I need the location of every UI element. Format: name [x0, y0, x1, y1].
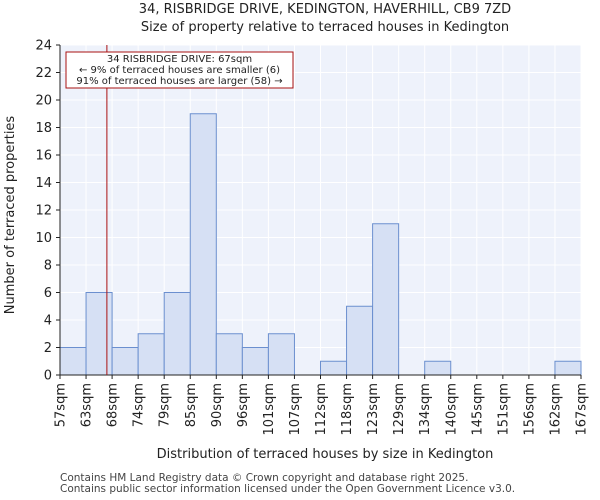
x-tick-label-2: 68sqm — [106, 383, 121, 427]
x-tick-label-20: 167sqm — [575, 383, 590, 436]
x-tick-label-17: 151sqm — [496, 383, 511, 436]
annotation-line-0: 34 RISBRIDGE DRIVE: 67sqm — [107, 54, 252, 65]
bar-14 — [424, 360, 452, 376]
bar-0 — [59, 347, 87, 376]
bar-2 — [111, 347, 139, 376]
y-tick-label-4: 8 — [44, 259, 52, 274]
x-tick-label-7: 96sqm — [236, 383, 251, 427]
y-tick-label-8: 16 — [35, 149, 52, 164]
bar-10 — [320, 360, 348, 376]
y-axis-label: Number of terraced properties — [3, 116, 18, 315]
bar-3 — [137, 333, 165, 376]
y-tick-label-10: 20 — [35, 94, 52, 109]
x-tick-label-3: 74sqm — [132, 383, 147, 427]
x-tick-label-19: 162sqm — [548, 383, 563, 436]
y-tick-label-2: 4 — [44, 314, 52, 329]
bar-12 — [372, 223, 400, 376]
x-tick-label-14: 134sqm — [418, 383, 433, 436]
bar-7 — [241, 347, 269, 376]
annotation-line-2: 91% of terraced houses are larger (58) → — [76, 76, 282, 87]
y-tick-label-9: 18 — [35, 121, 52, 136]
annotation-box — [65, 51, 294, 89]
x-tick-label-0: 57sqm — [54, 383, 69, 427]
x-tick-label-16: 145sqm — [470, 383, 485, 436]
footer-line-2: Contains public sector information licen… — [60, 483, 516, 495]
x-tick-label-15: 140sqm — [444, 383, 459, 436]
y-tick-label-3: 6 — [44, 286, 52, 301]
x-tick-label-4: 79sqm — [158, 383, 173, 427]
chart-subtitle: Size of property relative to terraced ho… — [141, 20, 509, 35]
x-axis-label: Distribution of terraced houses by size … — [157, 447, 494, 462]
y-tick-label-11: 22 — [35, 66, 52, 81]
x-tick-label-6: 90sqm — [210, 383, 225, 427]
x-tick-label-5: 85sqm — [184, 383, 199, 427]
bar-5 — [189, 113, 217, 376]
chart-title: 34, RISBRIDGE DRIVE, KEDINGTON, HAVERHIL… — [139, 2, 511, 17]
x-tick-label-11: 118sqm — [340, 383, 355, 436]
y-tick-label-7: 14 — [35, 176, 52, 191]
x-tick-label-12: 123sqm — [366, 383, 381, 436]
y-tick-label-0: 0 — [44, 369, 52, 384]
bar-11 — [346, 305, 374, 376]
x-tick-label-9: 107sqm — [288, 383, 303, 436]
x-tick-label-1: 63sqm — [80, 383, 95, 427]
bar-4 — [163, 292, 191, 376]
annotation-line-1: ← 9% of terraced houses are smaller (6) — [79, 65, 280, 76]
bar-6 — [215, 333, 243, 376]
y-tick-label-12: 24 — [35, 39, 52, 54]
y-tick-label-1: 2 — [44, 341, 52, 356]
bar-8 — [267, 333, 295, 376]
bar-19 — [554, 360, 582, 376]
x-tick-label-8: 101sqm — [262, 383, 277, 436]
y-tick-label-5: 10 — [35, 231, 52, 246]
x-tick-label-10: 112sqm — [314, 383, 329, 436]
y-tick-label-6: 12 — [35, 204, 52, 219]
footer-line-1: Contains HM Land Registry data © Crown c… — [60, 472, 469, 484]
x-tick-label-18: 156sqm — [522, 383, 537, 436]
x-tick-label-13: 129sqm — [392, 383, 407, 436]
bar-1 — [85, 292, 113, 376]
